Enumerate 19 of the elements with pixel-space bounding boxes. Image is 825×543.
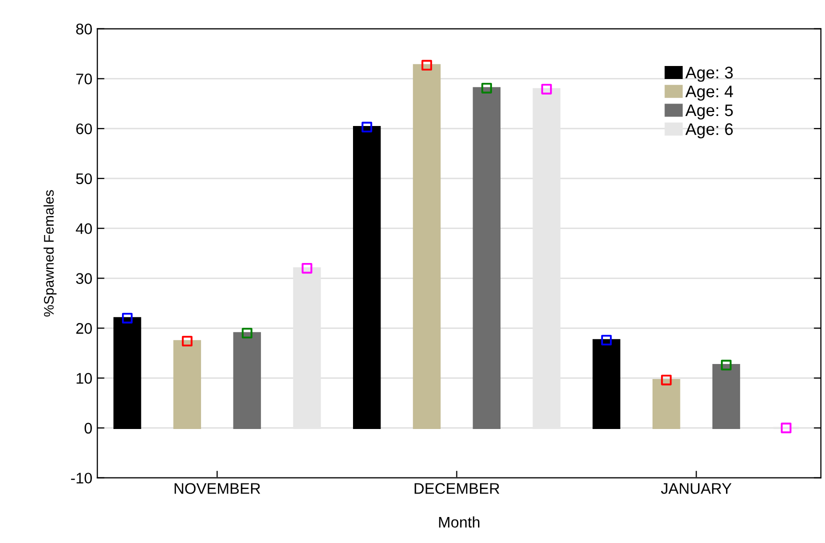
legend-label: Age: 5 <box>685 104 733 120</box>
x-tick-label: DECEMBER <box>414 483 500 494</box>
y-tick-label: 40 <box>76 223 92 234</box>
legend-label: Age: 3 <box>685 66 733 82</box>
legend-label: Age: 4 <box>685 86 734 101</box>
y-tick-label: 50 <box>76 173 92 184</box>
x-tick-label: NOVEMBER <box>174 483 260 494</box>
y-tick-label: -10 <box>71 472 92 484</box>
y-tick-label: 20 <box>76 323 92 334</box>
legend-label: Age: 6 <box>685 123 733 138</box>
y-tick-label: 80 <box>76 24 92 34</box>
x-axis-title: Month <box>439 516 480 528</box>
y-tick-label: 70 <box>76 74 92 84</box>
y-tick-label: 0 <box>84 422 92 434</box>
x-tick-label: JANUARY <box>661 483 732 494</box>
y-tick-label: 10 <box>76 372 92 384</box>
y-tick-label: 60 <box>76 123 92 134</box>
y-axis-title: %Spawned Females <box>44 190 57 316</box>
y-tick-label: 30 <box>76 273 92 284</box>
